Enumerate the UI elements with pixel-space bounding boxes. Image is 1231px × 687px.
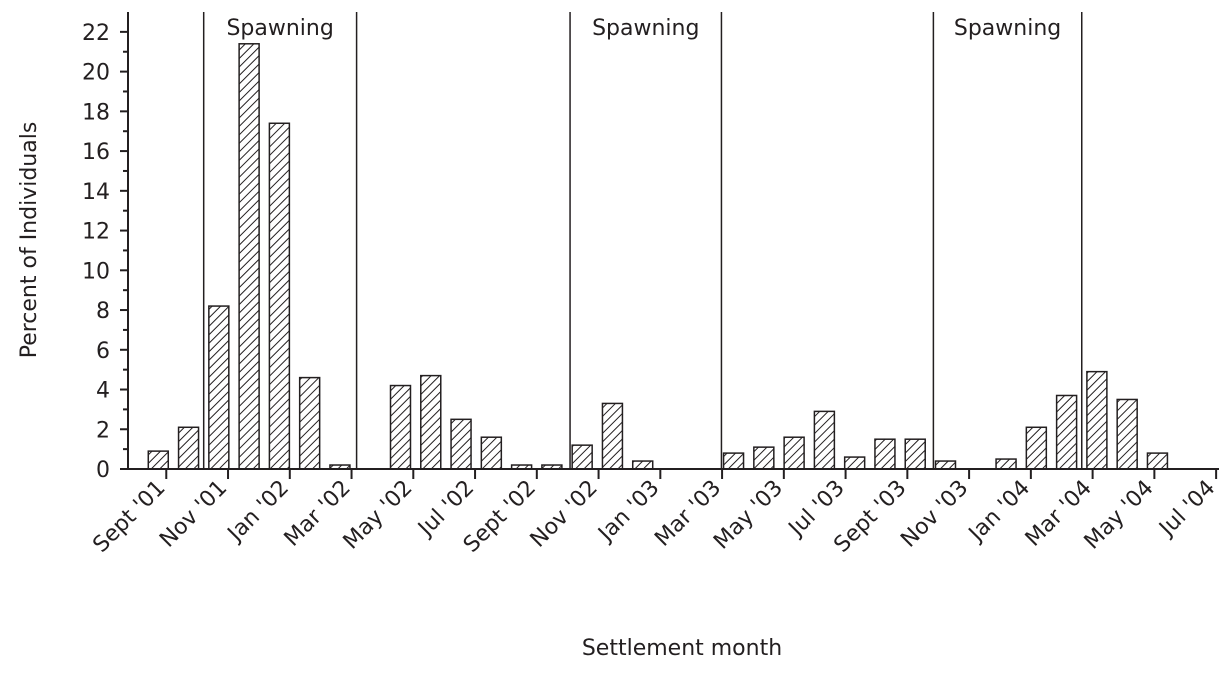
- bar: [874, 438, 896, 470]
- bar: [571, 444, 593, 470]
- bar: [147, 450, 170, 470]
- bar: [813, 410, 836, 470]
- bar: [238, 43, 260, 470]
- y-tick-label: 10: [82, 259, 110, 284]
- bar: [329, 464, 351, 470]
- x-axis-label: Settlement month: [582, 636, 782, 661]
- x-tick-label: Nov '02: [526, 476, 603, 553]
- bar: [783, 436, 805, 470]
- bar: [1146, 452, 1169, 470]
- annotation: Spawning: [592, 16, 699, 41]
- bar: [480, 436, 503, 470]
- y-tick-label: 12: [82, 220, 110, 245]
- bar: [934, 460, 957, 470]
- bar: [1116, 398, 1138, 470]
- bar: [1086, 370, 1108, 470]
- x-tick-label: May '02: [339, 476, 418, 555]
- bar: [843, 456, 866, 470]
- bar: [753, 446, 775, 470]
- bar: [601, 402, 624, 470]
- bar: [722, 452, 745, 470]
- y-tick-label: 8: [96, 299, 110, 324]
- x-tick-label: May '04: [1080, 476, 1159, 555]
- y-tick-label: 4: [96, 379, 110, 404]
- x-tick-label: Nov '01: [155, 476, 232, 553]
- annotation: Spawning: [226, 16, 333, 41]
- bar: [208, 305, 230, 470]
- x-tick-label: Jul '04: [1153, 476, 1220, 543]
- bar: [450, 418, 472, 470]
- bar: [1055, 394, 1078, 470]
- bar: [1025, 426, 1048, 470]
- bar: [541, 464, 563, 470]
- y-tick-label: 18: [82, 100, 110, 125]
- y-axis-label: Percent of Individuals: [17, 122, 42, 359]
- bar: [389, 384, 412, 470]
- x-tick-label: May '03: [709, 476, 788, 555]
- y-tick-label: 22: [82, 21, 110, 46]
- y-tick-label: 0: [96, 458, 110, 483]
- y-tick-label: 14: [82, 180, 110, 205]
- bar: [904, 438, 926, 470]
- y-tick-label: 6: [96, 339, 110, 364]
- y-tick-label: 20: [82, 61, 110, 86]
- x-tick-label: Nov '03: [896, 476, 973, 553]
- bar: [510, 464, 533, 470]
- y-tick-label: 16: [82, 140, 110, 165]
- bar: [631, 460, 654, 470]
- bar: [420, 374, 442, 470]
- annotation: Spawning: [954, 16, 1061, 41]
- x-tick-label: Sept '01: [88, 476, 170, 558]
- bar: [177, 426, 200, 470]
- y-tick-label: 2: [96, 418, 110, 443]
- bar: [268, 122, 291, 470]
- bar: [995, 458, 1017, 470]
- bar: [298, 376, 321, 470]
